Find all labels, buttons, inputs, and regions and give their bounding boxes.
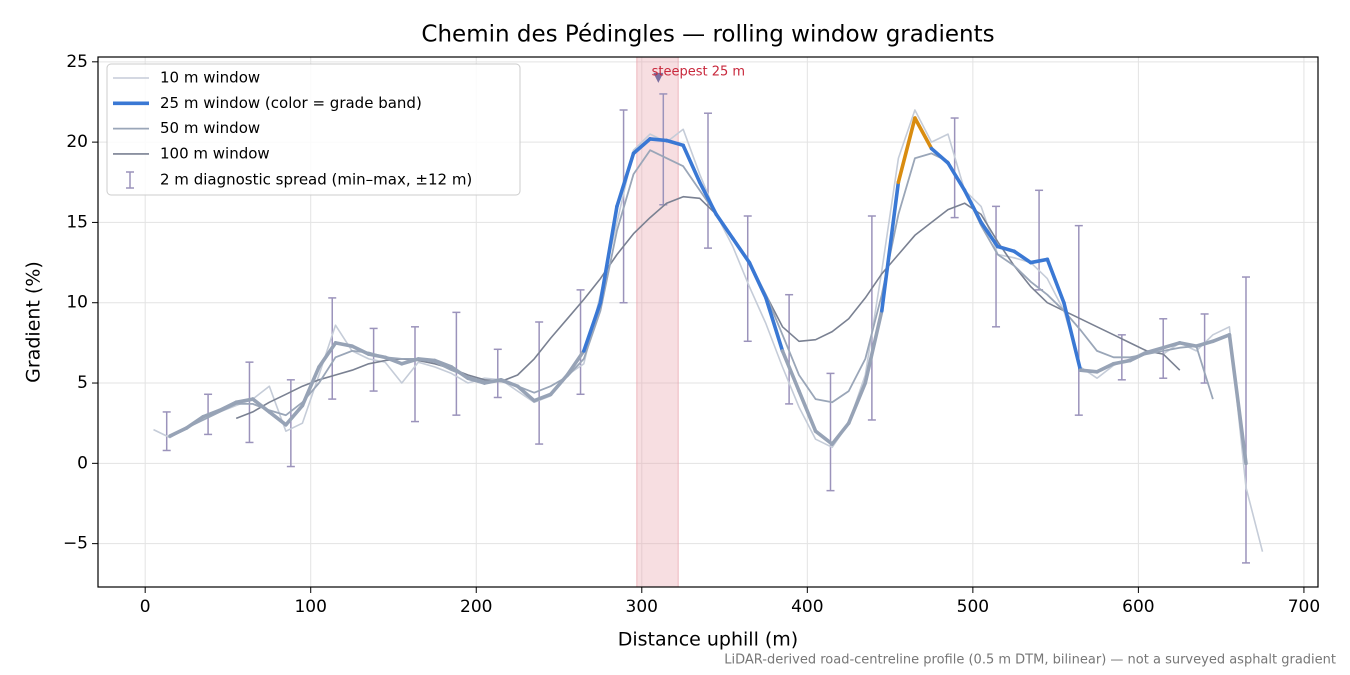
line-segment: [962, 188, 983, 225]
legend: 10 m window 25 m window (color = grade ba…: [106, 63, 521, 196]
line-segment: [913, 116, 934, 151]
line-segment: [300, 365, 321, 408]
line: [186, 149, 1214, 429]
line-segment: [234, 397, 255, 405]
line-segment: [482, 378, 503, 385]
line-segment: [880, 180, 901, 313]
line-segment: [333, 341, 354, 348]
line-segment: [250, 397, 272, 414]
line-segment: [565, 349, 586, 377]
line-segment: [201, 408, 222, 419]
line-segment: [217, 400, 239, 413]
legend-label: 2 m diagnostic spread (min–max, ±12 m): [160, 171, 472, 189]
line-segment: [317, 341, 338, 369]
line-segment: [648, 137, 669, 143]
line-segment: [714, 212, 735, 241]
line-segment: [1062, 300, 1083, 372]
line-segment: [433, 358, 454, 369]
line-segment: [896, 116, 917, 185]
line-segment: [615, 151, 636, 209]
line-segment: [1177, 341, 1199, 348]
line-segment: [532, 392, 553, 403]
line-segment: [1128, 350, 1149, 363]
line-segment: [515, 384, 536, 403]
y-tick-label: 10: [66, 293, 88, 313]
line-segment: [383, 355, 404, 366]
line-segment: [846, 381, 868, 425]
line-segment: [979, 220, 1000, 249]
line-segment: [449, 365, 470, 381]
x-axis-label: Distance uphill (m): [618, 629, 798, 651]
line-segment: [929, 146, 950, 165]
line-segment: [582, 300, 603, 353]
line-segment: [466, 376, 487, 385]
chart-title: Chemin des Pédingles — rolling window gr…: [421, 22, 994, 48]
y-tick-label: −5: [63, 534, 88, 554]
line-segment: [1144, 345, 1166, 355]
line-segment: [598, 204, 619, 305]
y-tick-label: 5: [77, 373, 88, 393]
line-segment: [631, 137, 652, 156]
x-tick-label: 600: [1122, 597, 1154, 617]
line-segment: [499, 378, 520, 389]
line-segment: [747, 260, 768, 300]
line-segment: [863, 308, 884, 385]
y-axis-label: Gradient (%): [23, 261, 45, 383]
line-segment: [764, 296, 785, 353]
x-tick-label: 200: [460, 597, 492, 617]
line-segment: [995, 244, 1017, 254]
y-tick-label: 25: [66, 52, 88, 72]
line-segment: [731, 236, 752, 265]
line-segment: [830, 421, 851, 446]
x-tick-label: 400: [791, 597, 823, 617]
line-segment: [399, 357, 421, 366]
line-segment: [1045, 257, 1066, 305]
line-segment: [168, 426, 189, 438]
line-segment: [284, 403, 305, 427]
plot-frame: [97, 56, 1319, 588]
x-tick-label: 100: [294, 597, 326, 617]
line-segment: [1211, 333, 1232, 344]
y-tick-label: 20: [66, 132, 88, 152]
line-segment: [548, 373, 570, 397]
legend-box: [106, 63, 521, 196]
y-tick-label: 0: [77, 453, 88, 473]
line-segment: [664, 138, 685, 148]
line-segment: [780, 349, 801, 393]
line-segment: [681, 143, 702, 185]
line-segment: [1194, 339, 1215, 348]
line-segment: [267, 410, 288, 427]
legend-label: 25 m window (color = grade band): [160, 94, 422, 112]
line-segment: [797, 389, 818, 434]
footnote: LiDAR-derived road-centreline profile (0…: [724, 653, 1336, 668]
highlight-span: [636, 56, 679, 588]
annotation-marker: [653, 72, 664, 83]
line-segment: [1028, 257, 1050, 265]
line-segment: [1227, 333, 1248, 466]
line-segment: [416, 357, 437, 363]
line-segment: [350, 344, 371, 356]
x-tick-label: 700: [1288, 597, 1320, 617]
line-segment: [1161, 341, 1182, 350]
line-segment: [1095, 361, 1116, 374]
line-segment: [184, 414, 205, 430]
y-tick-label: 15: [66, 212, 88, 232]
line-segment: [813, 429, 834, 446]
x-tick-label: 0: [140, 597, 151, 617]
line-segment: [1012, 249, 1033, 265]
legend-label: 50 m window: [160, 119, 260, 137]
x-tick-label: 300: [626, 597, 658, 617]
line-segment: [1078, 368, 1099, 374]
line-segment: [366, 352, 388, 360]
x-tick-label: 500: [957, 597, 989, 617]
legend-label: 100 m window: [160, 144, 270, 162]
line-segment: [1111, 358, 1132, 366]
line-segment: [946, 161, 967, 193]
legend-label: 10 m window: [160, 69, 260, 87]
line-segment: [697, 180, 719, 217]
annotation-text: steepest 25 m: [652, 64, 745, 79]
